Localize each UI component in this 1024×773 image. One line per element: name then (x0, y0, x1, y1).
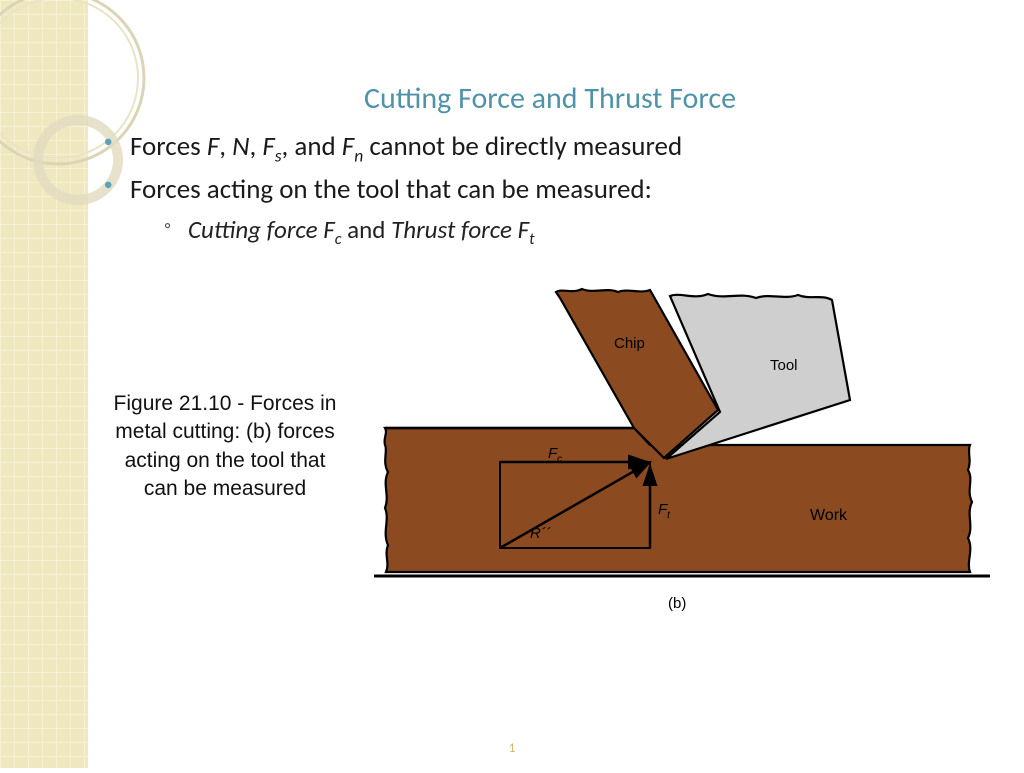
text: Cutting force (188, 214, 323, 245)
var-fs-sub: s (275, 144, 282, 166)
var-fs: F (262, 130, 274, 163)
var-ft: F (518, 214, 530, 245)
text: cannot be directly measured (363, 130, 682, 163)
tool-label: Tool (770, 357, 798, 374)
var-ft-sub: t (529, 230, 534, 249)
var-fc: F (323, 214, 335, 245)
slide-sidebar-decoration (0, 0, 90, 768)
bullet-2: Forces acting on the tool that can be me… (100, 172, 1000, 250)
subfigure-label: (b) (668, 595, 686, 612)
bullet-1: Forces F, N, Fs, and Fn cannot be direct… (100, 129, 1000, 168)
text: , (249, 130, 262, 163)
text: Thrust force (391, 214, 518, 245)
page-number: 1 (0, 741, 1024, 756)
slide-title: Cutting Force and Thrust Force (100, 80, 1000, 117)
r-label: R´´ (530, 525, 551, 542)
text: Forces (130, 130, 207, 163)
slide-content: Cutting Force and Thrust Force Forces F,… (100, 80, 1000, 254)
figure-caption: Figure 21.10 - Forces in metal cutting: … (110, 390, 340, 503)
bullet-list: Forces F, N, Fs, and Fn cannot be direct… (100, 129, 1000, 250)
var-fn: F (342, 130, 354, 163)
chip-label: Chip (614, 335, 645, 352)
metal-cutting-diagram: Chip Tool Work Fc Ft R´´ (b) (370, 280, 1000, 660)
text: and (342, 214, 392, 245)
sub-bullet-1: Cutting force Fc and Thrust force Ft (162, 213, 1000, 251)
var-f: F (207, 130, 219, 163)
sub-bullet-list: Cutting force Fc and Thrust force Ft (130, 213, 1000, 251)
var-n: N (232, 130, 249, 163)
var-fn-sub: n (354, 144, 363, 166)
text: Forces acting on the tool that can be me… (130, 173, 652, 206)
work-label: Work (810, 507, 848, 524)
var-fc-sub: c (335, 230, 342, 249)
text: , (219, 130, 232, 163)
text: , and (282, 130, 342, 163)
